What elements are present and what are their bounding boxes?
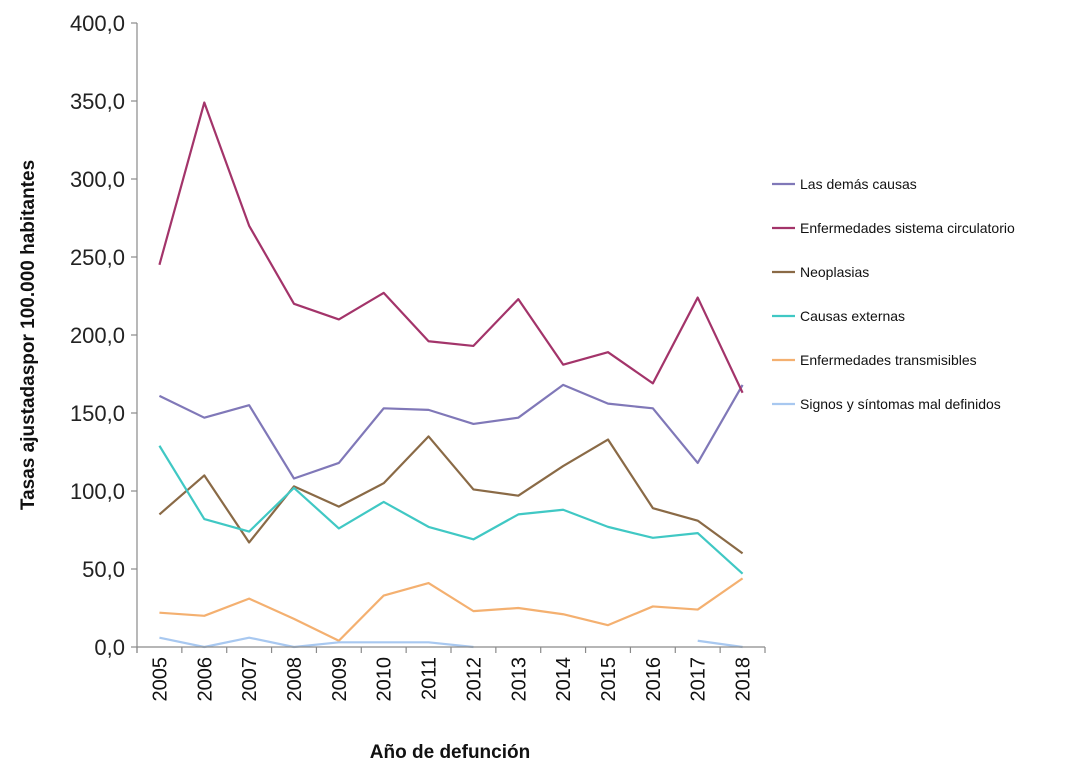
series-line (158, 101, 744, 394)
y-axis-title: Tasas ajustadaspor 100.000 habitantes (18, 160, 39, 510)
y-tick-label: 150,0 (70, 401, 125, 426)
y-tick-label: 400,0 (70, 11, 125, 36)
y-tick-label: 50,0 (82, 557, 125, 582)
series-5 (159, 577, 744, 642)
y-tick-label: 100,0 (70, 479, 125, 504)
legend-label: Signos y síntomas mal definidos (800, 396, 1001, 412)
legend-item: Enfermedades transmisibles (772, 352, 977, 368)
x-tick-label: 2010 (374, 657, 396, 702)
x-tick-label: 2015 (598, 657, 620, 702)
y-tick-label: 300,0 (70, 167, 125, 192)
series-line (158, 383, 744, 480)
series-line (158, 445, 744, 575)
series-6 (159, 636, 743, 649)
x-tick-label: 2018 (733, 657, 755, 702)
series-line (159, 577, 744, 642)
series-layer (158, 101, 744, 649)
x-tick-label: 2014 (553, 657, 575, 702)
legend-item: Signos y síntomas mal definidos (772, 396, 1001, 412)
series-1 (158, 383, 744, 480)
legend-label: Neoplasias (800, 264, 869, 280)
series-2 (158, 101, 744, 394)
x-tick-label: 2016 (643, 657, 665, 702)
axes (136, 23, 765, 653)
series-4 (158, 445, 744, 575)
legend-item: Enfermedades sistema circulatorio (772, 220, 1015, 236)
x-tick-label: 2013 (508, 657, 530, 702)
x-tick-label: 2008 (284, 657, 306, 702)
legend-item: Neoplasias (772, 264, 869, 280)
legend: Las demás causas Enfermedades sistema cir… (772, 176, 1015, 412)
y-tick-label: 350,0 (70, 89, 125, 114)
x-tick-label: 2012 (463, 657, 485, 702)
x-tick-label: 2017 (688, 657, 710, 702)
series-line (159, 636, 743, 649)
legend-label: Causas externas (800, 308, 905, 324)
y-tick-label: 250,0 (70, 245, 125, 270)
y-tick-label: 0,0 (94, 635, 125, 660)
y-axis-ticks: 0,0 50,0 100,0 150,0 200,0 250,0 300,0 350,0 400… (70, 11, 137, 660)
series-3 (158, 435, 744, 555)
x-tick-label: 2009 (329, 657, 351, 702)
legend-label: Enfermedades sistema circulatorio (800, 220, 1015, 236)
legend-label: Las demás causas (800, 176, 917, 192)
x-axis-ticks: 2005 2006 2007 2008 2009 2010 2011 2012 2013 2014… (136, 647, 766, 702)
x-tick-label: 2006 (194, 657, 216, 702)
y-tick-label: 200,0 (70, 323, 125, 348)
series-line (158, 435, 744, 555)
x-axis-title: Año de defunción (370, 742, 530, 763)
legend-item: Causas externas (772, 308, 905, 324)
x-tick-label: 2011 (419, 657, 441, 700)
legend-item: Las demás causas (772, 176, 917, 192)
x-tick-label: 2005 (149, 657, 171, 702)
legend-label: Enfermedades transmisibles (800, 352, 977, 368)
x-tick-label: 2007 (239, 657, 261, 702)
